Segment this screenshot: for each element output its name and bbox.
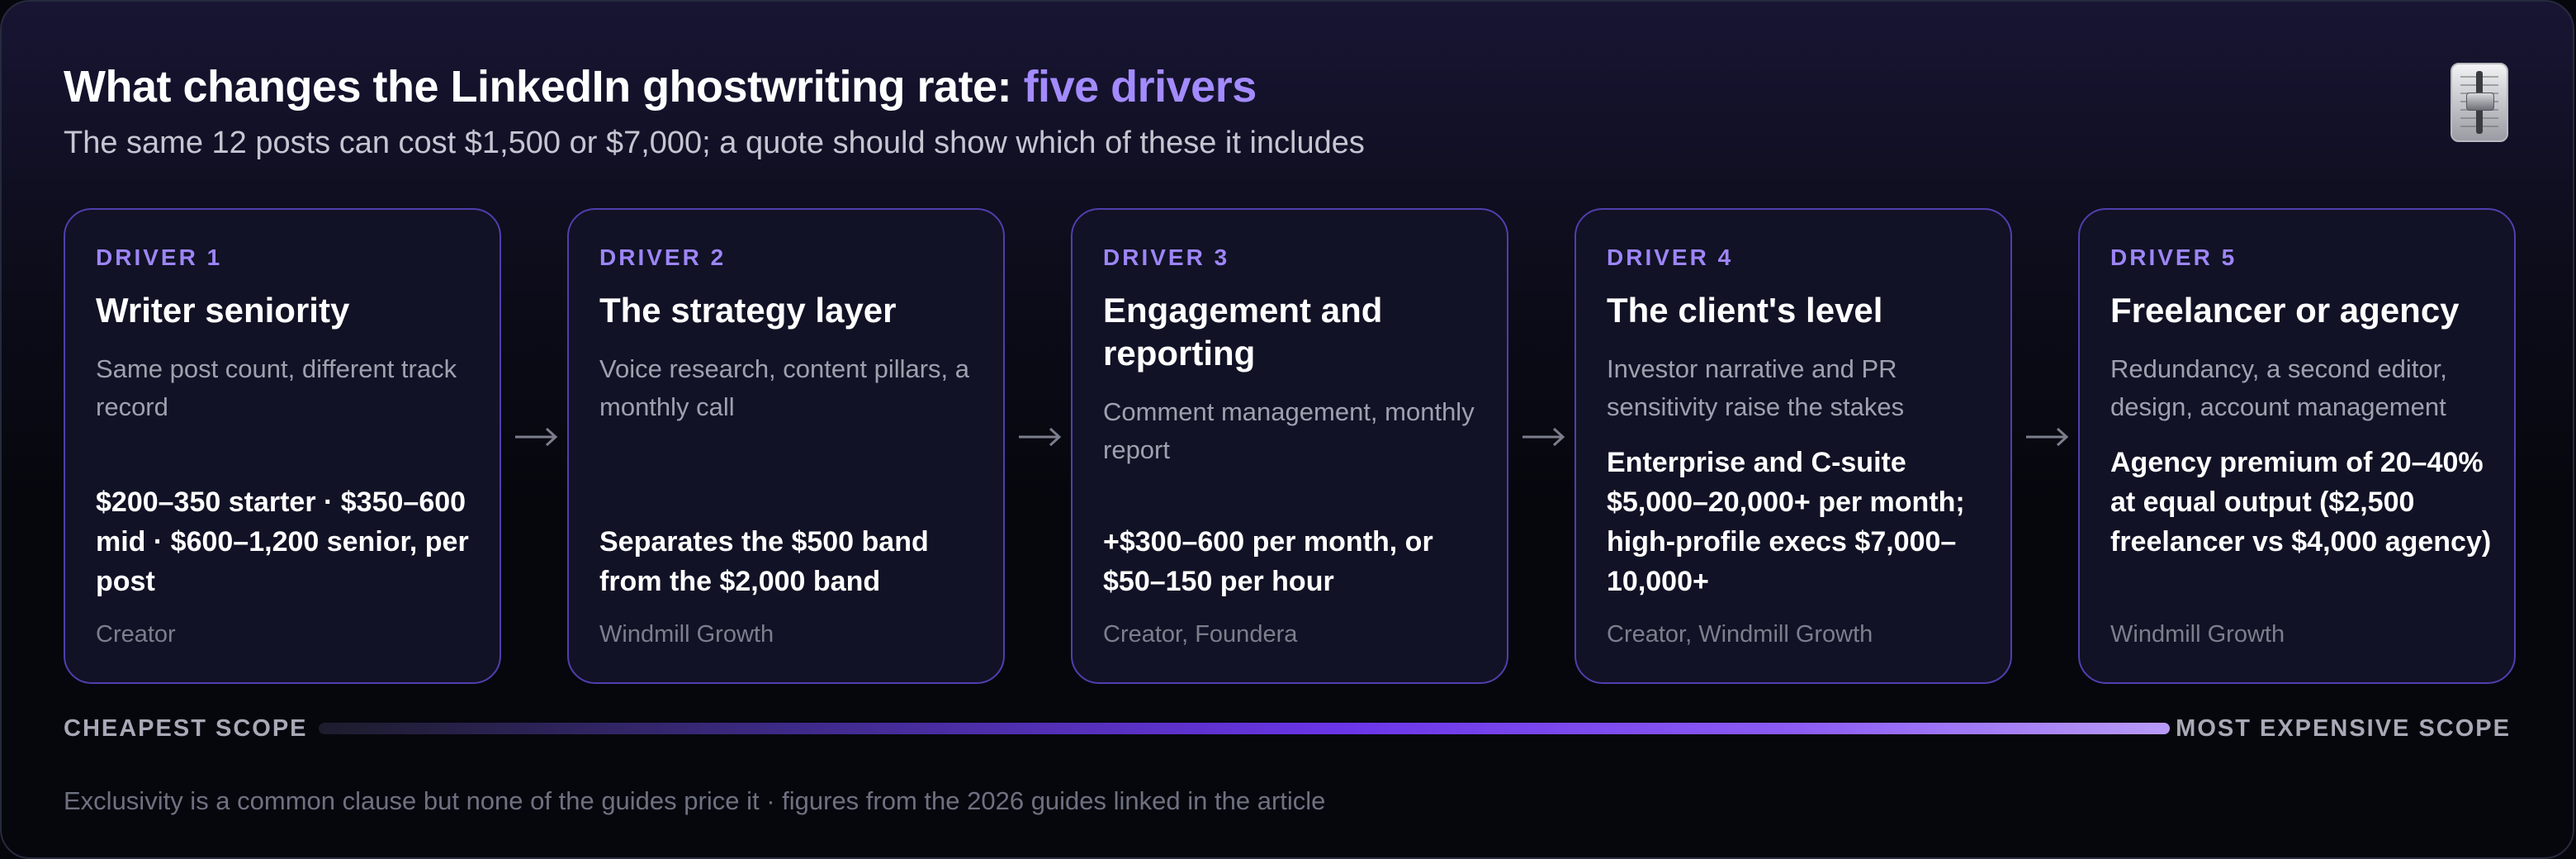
driver-card-4: DRIVER 4 The client's level Investor nar… xyxy=(1574,208,2012,684)
driver-source: Creator, Foundera xyxy=(1103,621,1298,648)
right-arrow-icon xyxy=(515,427,558,447)
driver-description: Comment management, monthly report xyxy=(1103,397,1475,464)
driver-figure: +$300–600 per month, or $50–150 per hour xyxy=(1103,526,1433,597)
driver-figure: $200–350 starter · $350–600 mid · $600–1… xyxy=(96,486,469,597)
driver-description: Same post count, different track record xyxy=(96,354,457,421)
driver-card-1: DRIVER 1 Writer seniority Same post coun… xyxy=(64,208,501,684)
right-arrow-icon xyxy=(1019,427,1062,447)
title-accent: five drivers xyxy=(1023,62,1257,112)
right-arrow-icon xyxy=(2026,427,2069,447)
driver-description: Voice research, content pillars, a month… xyxy=(599,354,970,421)
driver-figure: Separates the $500 band from the $2,000 … xyxy=(599,526,929,597)
driver-kicker: DRIVER 1 xyxy=(96,244,223,270)
driver-heading: The strategy layer xyxy=(599,291,897,330)
fader-slider-icon xyxy=(2451,63,2508,142)
driver-kicker: DRIVER 4 xyxy=(1607,244,1734,270)
driver-card-2: DRIVER 2 The strategy layer Voice resear… xyxy=(567,208,1005,684)
scale-right-label: MOST EXPENSIVE SCOPE xyxy=(2176,715,2511,742)
driver-card-3: DRIVER 3 Engagement and reporting Commen… xyxy=(1071,208,1508,684)
driver-card-5: DRIVER 5 Freelancer or agency Redundancy… xyxy=(2078,208,2516,684)
right-arrow-icon xyxy=(1522,427,1565,447)
driver-kicker: DRIVER 2 xyxy=(599,244,727,270)
driver-source: Creator xyxy=(96,621,176,648)
driver-kicker: DRIVER 5 xyxy=(2110,244,2237,270)
driver-figure: Agency premium of 20–40% at equal output… xyxy=(2110,447,2492,558)
cost-scale-bar xyxy=(319,723,2170,734)
footnote: Exclusivity is a common clause but none … xyxy=(64,786,1326,815)
scale-left-label: CHEAPEST SCOPE xyxy=(64,715,308,742)
driver-description: Investor narrative and PR sensitivity ra… xyxy=(1607,354,1905,421)
driver-heading: The client's level xyxy=(1607,291,1883,330)
driver-source: Creator, Windmill Growth xyxy=(1607,621,1873,648)
driver-source: Windmill Growth xyxy=(2110,621,2285,648)
driver-figure: Enterprise and C-suite $5,000–20,000+ pe… xyxy=(1607,447,1965,597)
page-subtitle: The same 12 posts can cost $1,500 or $7,… xyxy=(64,126,1365,160)
driver-description: Redundancy, a second editor, design, acc… xyxy=(2110,354,2447,421)
driver-source: Windmill Growth xyxy=(599,621,774,648)
driver-kicker: DRIVER 3 xyxy=(1103,244,1230,270)
driver-heading: Engagement and reporting xyxy=(1103,291,1383,373)
driver-heading: Freelancer or agency xyxy=(2110,291,2460,330)
driver-heading: Writer seniority xyxy=(96,291,350,330)
title-main: What changes the LinkedIn ghostwriting r… xyxy=(64,62,1024,112)
page-title: What changes the LinkedIn ghostwriting r… xyxy=(64,61,1257,112)
